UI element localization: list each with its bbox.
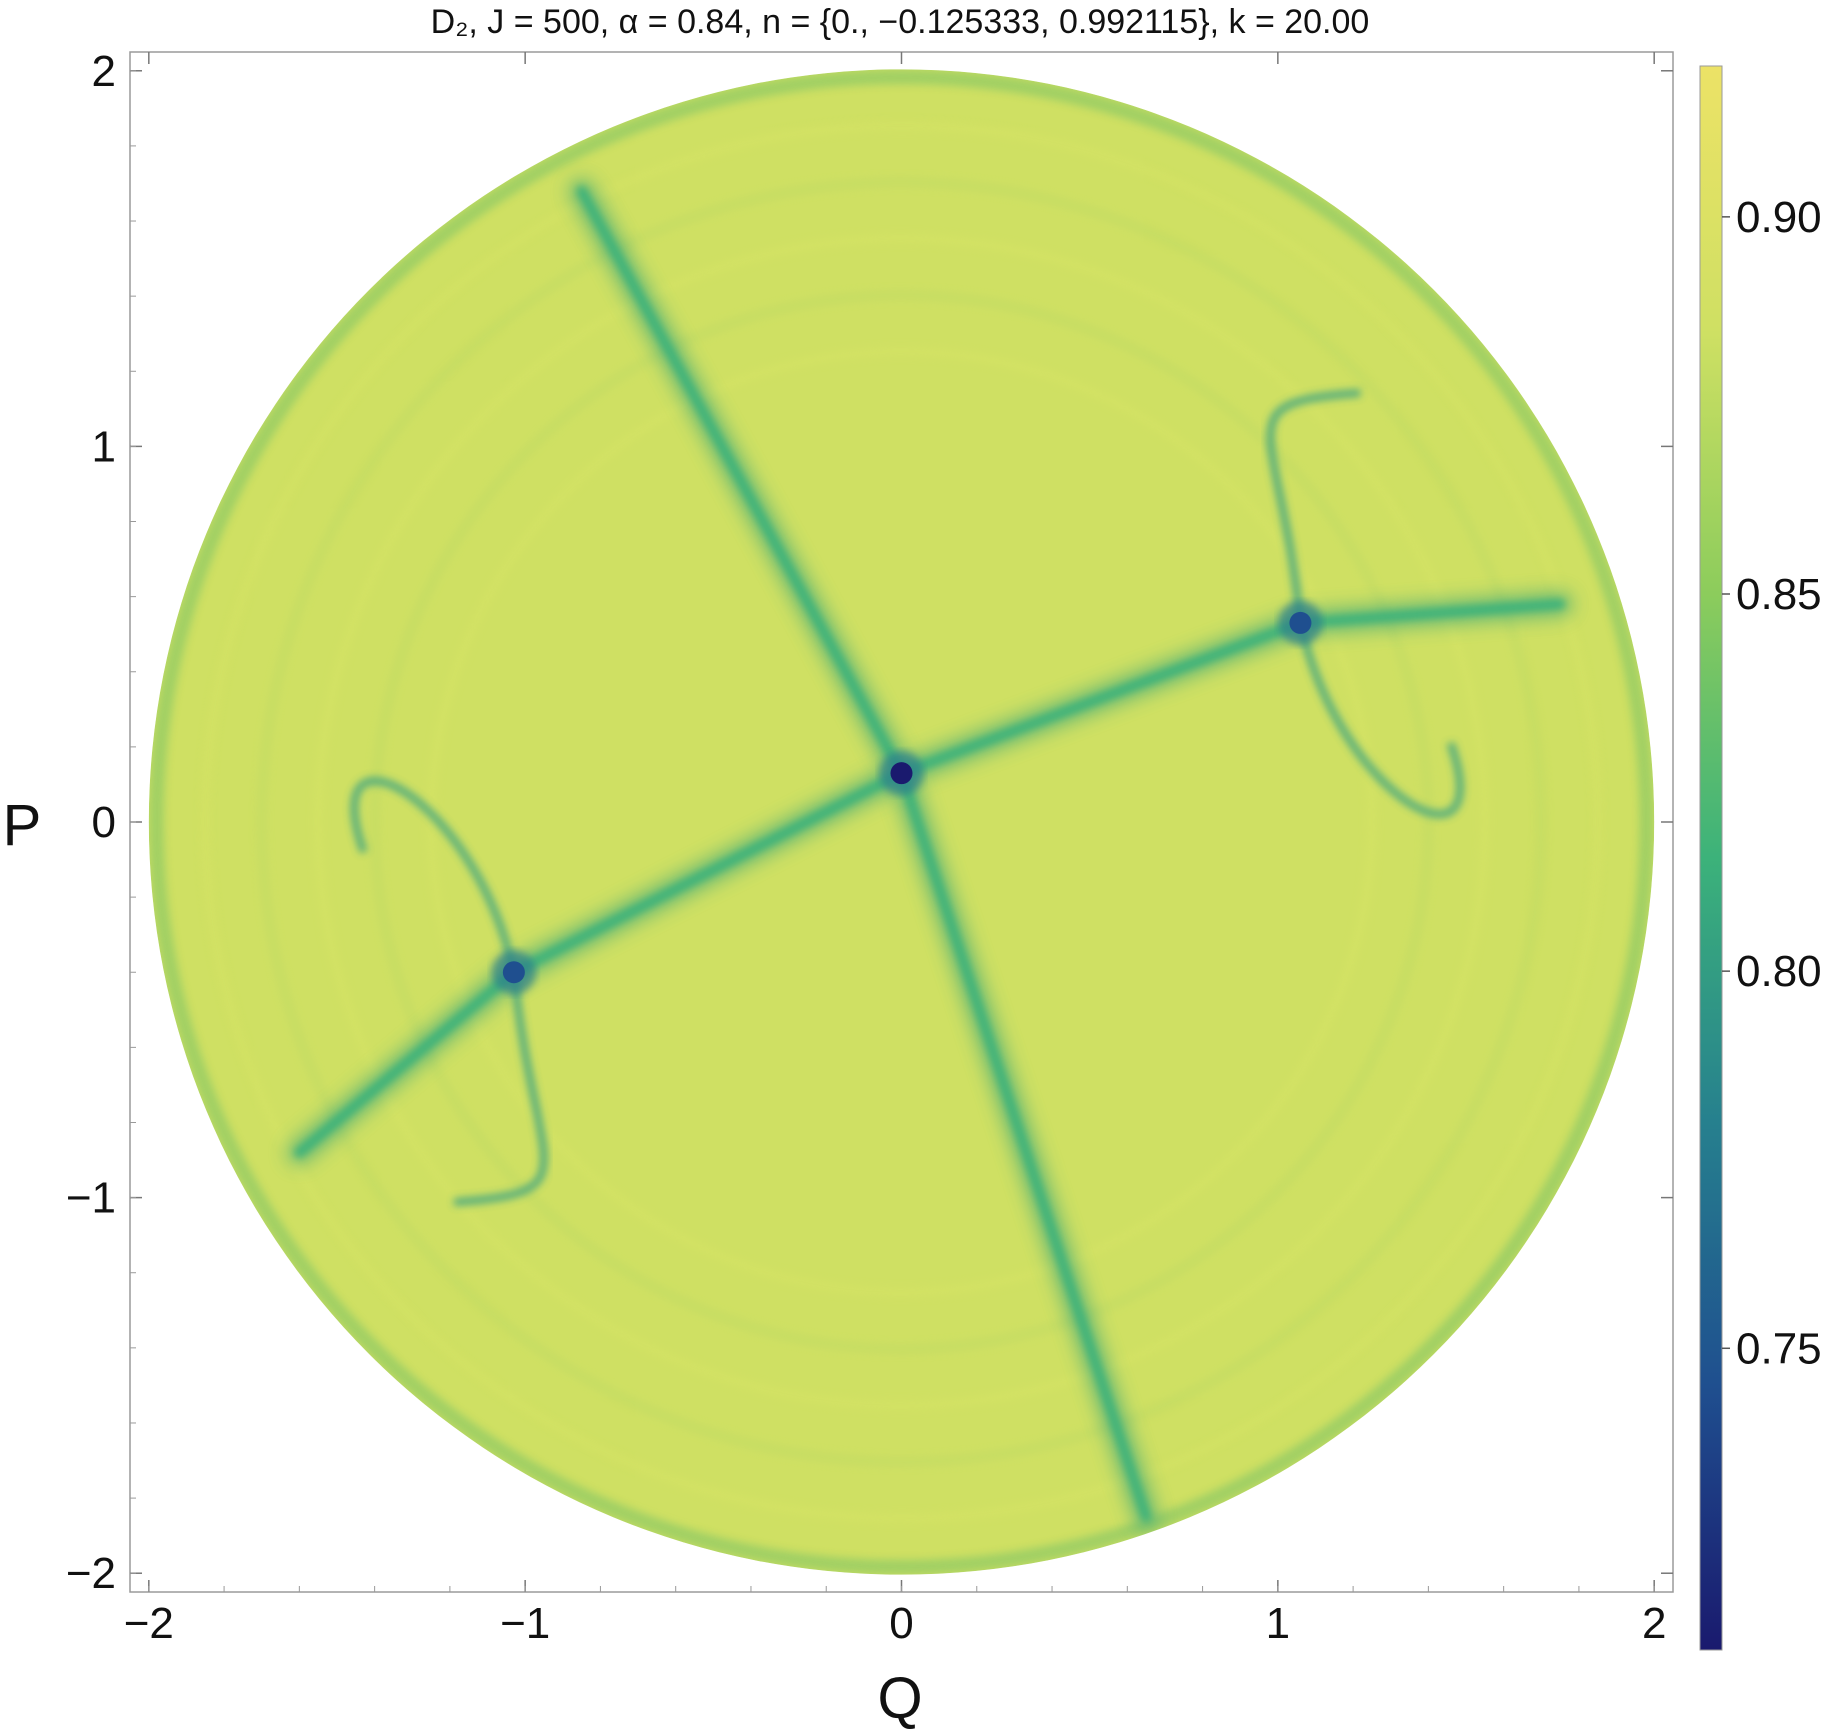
lobe-curve [1266,388,1361,624]
disk-rim [149,70,1654,1574]
y-axis-ticks: −2 −1 0 1 2 [66,47,1673,1598]
texture-ring [256,177,1547,1467]
minimum-point [890,762,913,785]
lobe-curve [350,776,518,974]
y-tick-label: −2 [66,1549,116,1598]
minimum-point [1289,611,1312,634]
plot-area: −2 −1 0 1 2 −2 −1 0 1 2 [66,47,1674,1648]
texture-ring [369,290,1434,1354]
x-axis-label: Q [877,1666,922,1731]
y-tick-label: 2 [92,47,116,96]
x-tick-label: −2 [124,1599,174,1648]
colorbar-tick-label: 0.75 [1736,1324,1822,1373]
y-tick-label: 1 [92,422,116,471]
colorbar-tick-label: 0.85 [1736,570,1822,619]
heatmap-disk [148,69,1655,1575]
y-axis-label: P [3,793,42,858]
x-tick-label: −1 [500,1599,550,1648]
colorbar-ticks: 0.75 0.80 0.85 0.90 [1722,193,1822,1373]
colorbar-strip [1699,65,1723,1651]
colorbar-tick-label: 0.90 [1736,193,1822,242]
colorbar: 0.75 0.80 0.85 0.90 [1699,65,1822,1651]
lobe-curve [1296,622,1464,819]
x-tick-label: 1 [1266,1599,1290,1648]
lobe-curve [453,971,548,1207]
x-axis-ticks: −2 −1 0 1 2 [124,52,1666,1648]
y-tick-label: 0 [92,798,116,847]
colorbar-tick-label: 0.80 [1736,947,1822,996]
chart-title: D₂, J = 500, α = 0.84, n = {0., −0.12533… [431,3,1370,41]
y-tick-label: −1 [66,1174,116,1223]
x-tick-label: 2 [1642,1599,1666,1648]
texture-ring [313,233,1490,1411]
disk-background [148,69,1655,1575]
texture-ring [200,120,1603,1524]
x-tick-label: 0 [889,1599,913,1648]
texture-ring [426,346,1377,1298]
minimum-point [502,961,525,984]
